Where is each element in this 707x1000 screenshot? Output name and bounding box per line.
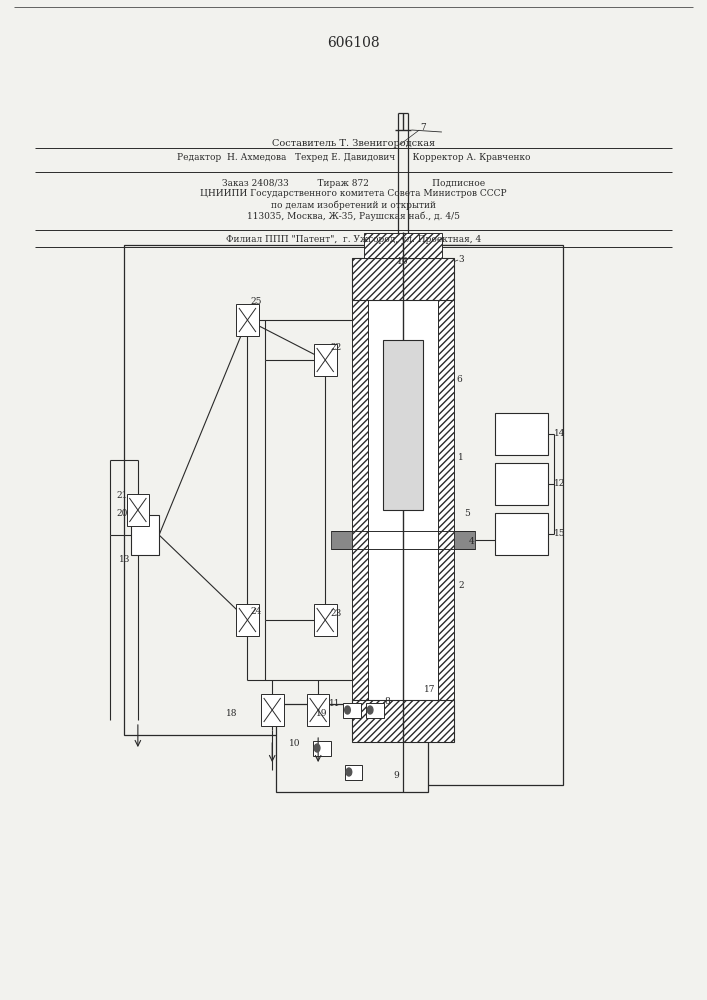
Bar (352, 300, 368, 700)
Text: 1: 1 (458, 454, 464, 462)
Circle shape (368, 706, 373, 714)
Bar (454, 531, 475, 549)
Text: 10: 10 (288, 740, 300, 748)
Text: 12: 12 (554, 480, 565, 488)
Bar (352, 700, 454, 742)
Text: 11: 11 (329, 700, 340, 708)
Text: по делам изобретений и открытий: по делам изобретений и открытий (271, 200, 436, 210)
Text: 18: 18 (226, 710, 238, 718)
Text: 3: 3 (458, 255, 464, 264)
Bar (495, 413, 548, 455)
Text: 8: 8 (384, 698, 390, 706)
Text: 25: 25 (250, 298, 262, 306)
Bar (236, 304, 259, 336)
Bar (127, 494, 149, 526)
Bar (343, 702, 361, 718)
Text: 24: 24 (250, 607, 262, 616)
Text: 19: 19 (316, 710, 327, 718)
Bar (495, 463, 548, 505)
Bar (261, 694, 284, 726)
Text: 2: 2 (458, 580, 464, 589)
Bar (383, 340, 423, 510)
Text: 9: 9 (393, 772, 399, 780)
Bar (131, 515, 159, 555)
Text: 17: 17 (424, 686, 436, 694)
Circle shape (314, 744, 320, 752)
Text: 13: 13 (119, 556, 130, 564)
Text: 7: 7 (420, 123, 426, 132)
Text: Редактор  Н. Ахмедова   Техред Е. Давидович      Корректор А. Кравченко: Редактор Н. Ахмедова Техред Е. Давидович… (177, 152, 530, 161)
Text: Составитель Т. Звенигородская: Составитель Т. Звенигородская (272, 139, 435, 148)
Bar (495, 513, 548, 555)
Text: Филиал ППП "Патент",  г. Ужгород, ул. Проектная, 4: Филиал ППП "Патент", г. Ужгород, ул. Про… (226, 234, 481, 243)
Text: 4: 4 (469, 538, 474, 546)
Text: 16: 16 (397, 257, 409, 266)
Circle shape (346, 768, 351, 776)
Bar (314, 604, 337, 636)
Text: 22: 22 (331, 344, 342, 353)
Text: 606108: 606108 (327, 36, 380, 50)
Bar (395, 245, 563, 785)
Bar (352, 258, 454, 300)
Bar (312, 740, 330, 756)
Text: Заказ 2408/33          Тираж 872                      Подписное: Заказ 2408/33 Тираж 872 Подписное (222, 178, 485, 188)
Bar (124, 245, 467, 735)
Text: 20: 20 (117, 510, 128, 518)
Circle shape (345, 706, 350, 714)
Bar (344, 764, 362, 780)
Bar (276, 704, 428, 792)
Bar (438, 300, 454, 700)
Bar (314, 344, 337, 376)
Text: 14: 14 (554, 430, 565, 438)
Bar (307, 694, 329, 726)
Bar (366, 702, 384, 718)
Bar (236, 604, 259, 636)
Text: 113035, Москва, Ж-35, Раушская наб., д. 4/5: 113035, Москва, Ж-35, Раушская наб., д. … (247, 211, 460, 221)
Bar (331, 531, 352, 549)
Bar (364, 233, 442, 258)
Text: 23: 23 (331, 609, 342, 618)
Text: 15: 15 (554, 530, 565, 538)
Text: 5: 5 (464, 510, 469, 518)
Text: 6: 6 (456, 375, 462, 384)
Bar (368, 300, 438, 700)
Text: 21: 21 (117, 491, 128, 500)
Text: ЦНИИПИ Государственного комитета Совета Министров СССР: ЦНИИПИ Государственного комитета Совета … (200, 190, 507, 198)
